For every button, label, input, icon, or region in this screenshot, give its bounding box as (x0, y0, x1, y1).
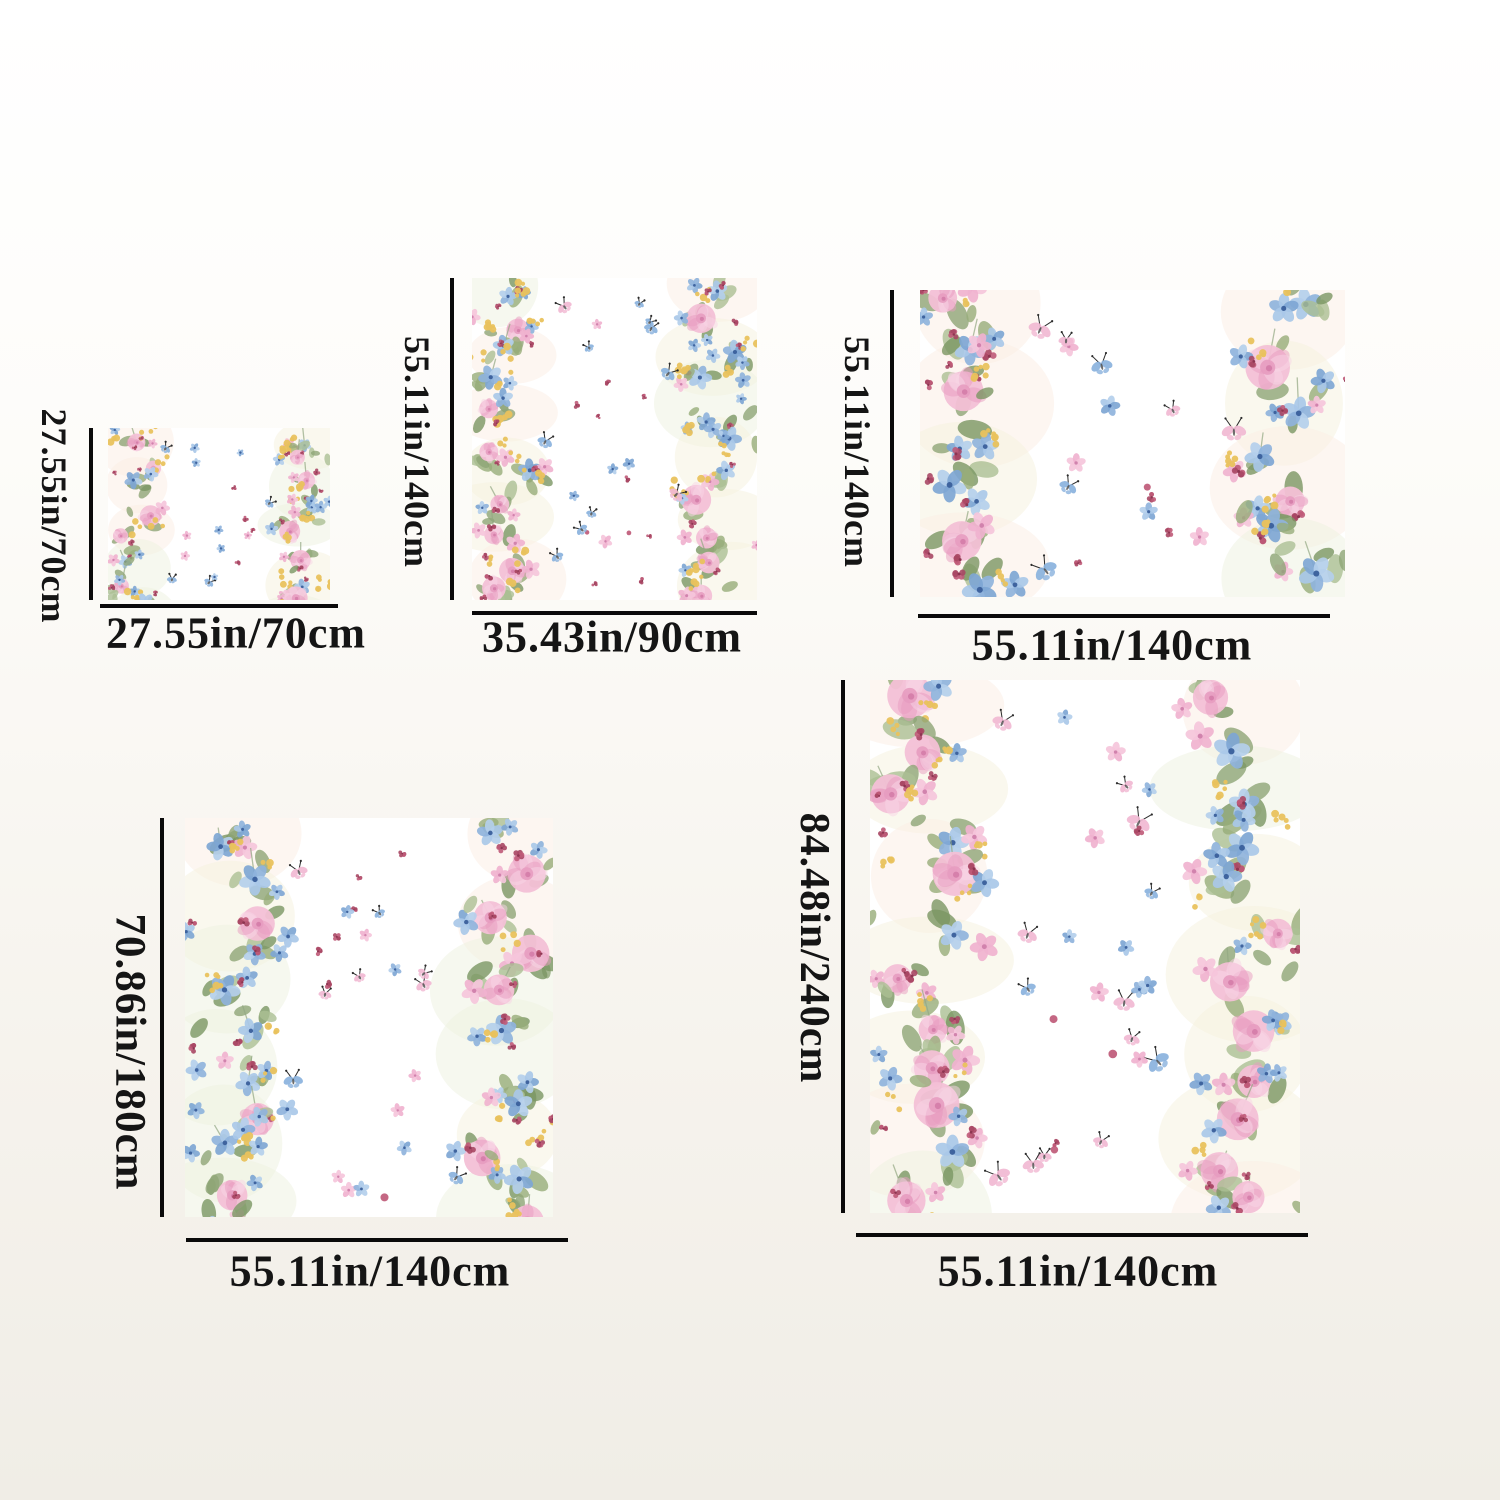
width-label: 27.55in/70cm (105, 608, 367, 658)
width-measure-line (186, 1238, 568, 1242)
floral-pattern (185, 818, 553, 1217)
floral-pattern (870, 680, 1300, 1213)
width-measure-line (856, 1233, 1308, 1237)
height-measure-line (160, 818, 164, 1217)
tablecloth-swatch-90x140 (472, 278, 757, 600)
height-measure-line (89, 428, 93, 600)
height-measure-line (450, 278, 454, 600)
width-measure-line (918, 614, 1330, 618)
tablecloth-swatch-70x70 (108, 428, 330, 600)
tablecloth-swatch-140x180 (185, 818, 553, 1217)
height-label: 70.86in/180cm (106, 913, 154, 1191)
height-measure-line (890, 290, 894, 597)
width-label: 35.43in/90cm (481, 612, 743, 662)
width-measure-line (100, 604, 338, 608)
height-label: 55.11in/140cm (397, 335, 437, 569)
width-measure-line (472, 611, 757, 615)
tablecloth-swatch-140x240 (870, 680, 1300, 1213)
width-label: 55.11in/140cm (229, 1246, 511, 1296)
width-label: 55.11in/140cm (971, 620, 1253, 670)
width-label: 55.11in/140cm (937, 1246, 1219, 1296)
height-label: 27.55in/70cm (34, 408, 74, 624)
height-label: 55.11in/140cm (837, 335, 877, 569)
height-label: 84.48in/240cm (791, 812, 837, 1084)
floral-pattern (472, 278, 757, 600)
floral-pattern (108, 428, 330, 600)
height-measure-line (841, 680, 845, 1213)
floral-pattern (920, 290, 1345, 597)
tablecloth-swatch-140x140 (920, 290, 1345, 597)
